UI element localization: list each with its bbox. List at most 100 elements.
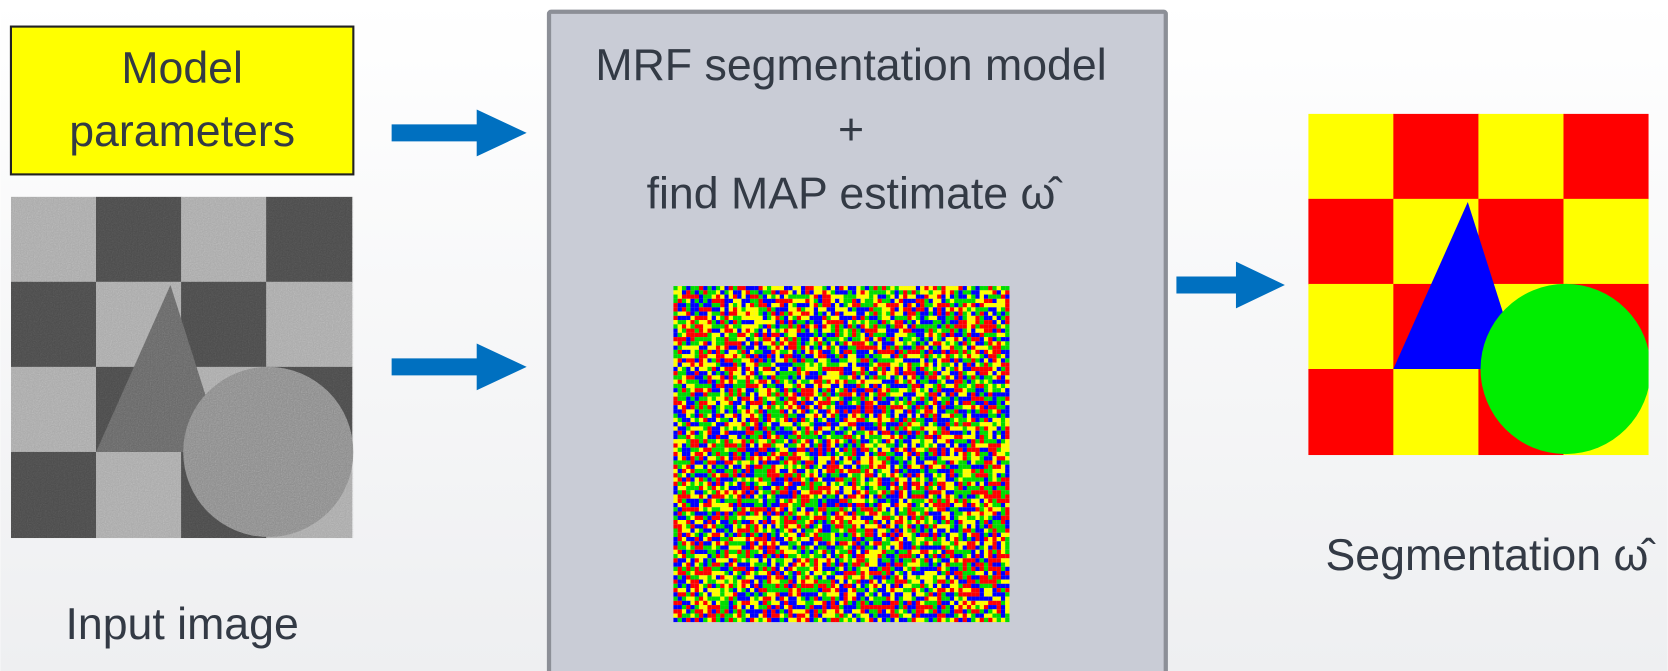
noise-pixel: [869, 367, 873, 371]
noise-pixel: [869, 524, 873, 528]
noise-pixel: [886, 533, 890, 537]
noise-pixel: [975, 511, 979, 515]
noise-pixel: [865, 358, 869, 362]
noise-pixel: [699, 358, 703, 362]
noise-pixel: [801, 456, 805, 460]
noise-pixel: [937, 350, 941, 354]
noise-pixel: [975, 414, 979, 418]
noise-pixel: [1001, 333, 1005, 337]
noise-pixel: [805, 443, 809, 447]
noise-pixel: [920, 490, 924, 494]
noise-pixel: [707, 431, 711, 435]
noise-pixel: [958, 367, 962, 371]
noise-pixel: [750, 529, 754, 533]
noise-pixel: [797, 469, 801, 473]
noise-pixel: [997, 354, 1001, 358]
noise-pixel: [707, 435, 711, 439]
noise-pixel: [780, 550, 784, 554]
noise-pixel: [678, 469, 682, 473]
noise-pixel: [805, 384, 809, 388]
noise-pixel: [844, 503, 848, 507]
noise-pixel: [907, 465, 911, 469]
noise-pixel: [733, 431, 737, 435]
noise-pixel: [907, 286, 911, 290]
noise-pixel: [946, 503, 950, 507]
noise-pixel: [805, 409, 809, 413]
noise-pixel: [950, 482, 954, 486]
noise-pixel: [784, 337, 788, 341]
noise-pixel: [856, 418, 860, 422]
noise-pixel: [758, 320, 762, 324]
noise-pixel: [992, 384, 996, 388]
noise-pixel: [741, 431, 745, 435]
noise-pixel: [980, 490, 984, 494]
noise-pixel: [746, 550, 750, 554]
noise-pixel: [746, 303, 750, 307]
noise-pixel: [793, 537, 797, 541]
noise-pixel: [690, 295, 694, 299]
noise-pixel: [678, 299, 682, 303]
noise-pixel: [916, 486, 920, 490]
noise-pixel: [831, 358, 835, 362]
noise-pixel: [924, 460, 928, 464]
noise-pixel: [716, 354, 720, 358]
noise-pixel: [865, 503, 869, 507]
noise-pixel: [771, 303, 775, 307]
noise-pixel: [746, 295, 750, 299]
noise-pixel: [1005, 439, 1009, 443]
noise-pixel: [801, 358, 805, 362]
noise-pixel: [673, 388, 677, 392]
noise-pixel: [856, 307, 860, 311]
noise-pixel: [869, 473, 873, 477]
noise-pixel: [827, 494, 831, 498]
noise-pixel: [712, 307, 716, 311]
noise-pixel: [895, 392, 899, 396]
noise-pixel: [890, 405, 894, 409]
noise-pixel: [686, 529, 690, 533]
noise-pixel: [716, 529, 720, 533]
noise-pixel: [865, 511, 869, 515]
noise-pixel: [890, 299, 894, 303]
noise-pixel: [673, 371, 677, 375]
noise-pixel: [963, 426, 967, 430]
noise-pixel: [997, 316, 1001, 320]
noise-pixel: [686, 499, 690, 503]
noise-pixel: [937, 452, 941, 456]
noise-pixel: [861, 337, 865, 341]
noise-pixel: [924, 324, 928, 328]
noise-pixel: [890, 375, 894, 379]
noise-pixel: [946, 422, 950, 426]
noise-pixel: [848, 477, 852, 481]
noise-pixel: [682, 439, 686, 443]
noise-pixel: [822, 516, 826, 520]
noise-pixel: [776, 524, 780, 528]
noise-pixel: [941, 477, 945, 481]
noise-pixel: [695, 520, 699, 524]
noise-pixel: [822, 418, 826, 422]
noise-pixel: [690, 524, 694, 528]
noise-pixel: [980, 473, 984, 477]
noise-pixel: [716, 426, 720, 430]
noise-pixel: [997, 529, 1001, 533]
noise-pixel: [852, 533, 856, 537]
noise-pixel: [746, 371, 750, 375]
noise-pixel: [673, 414, 677, 418]
noise-pixel: [822, 286, 826, 290]
noise-pixel: [941, 295, 945, 299]
noise-pixel: [703, 431, 707, 435]
noise-pixel: [937, 422, 941, 426]
noise-pixel: [890, 290, 894, 294]
noise-pixel: [780, 460, 784, 464]
noise-pixel: [937, 524, 941, 528]
noise-pixel: [941, 329, 945, 333]
noise-pixel: [954, 431, 958, 435]
noise-pixel: [831, 405, 835, 409]
noise-pixel: [856, 443, 860, 447]
noise-pixel: [720, 397, 724, 401]
noise-pixel: [750, 452, 754, 456]
noise-pixel: [793, 516, 797, 520]
noise-pixel: [920, 533, 924, 537]
noise-pixel: [958, 316, 962, 320]
noise-pixel: [852, 358, 856, 362]
noise-pixel: [1001, 341, 1005, 345]
